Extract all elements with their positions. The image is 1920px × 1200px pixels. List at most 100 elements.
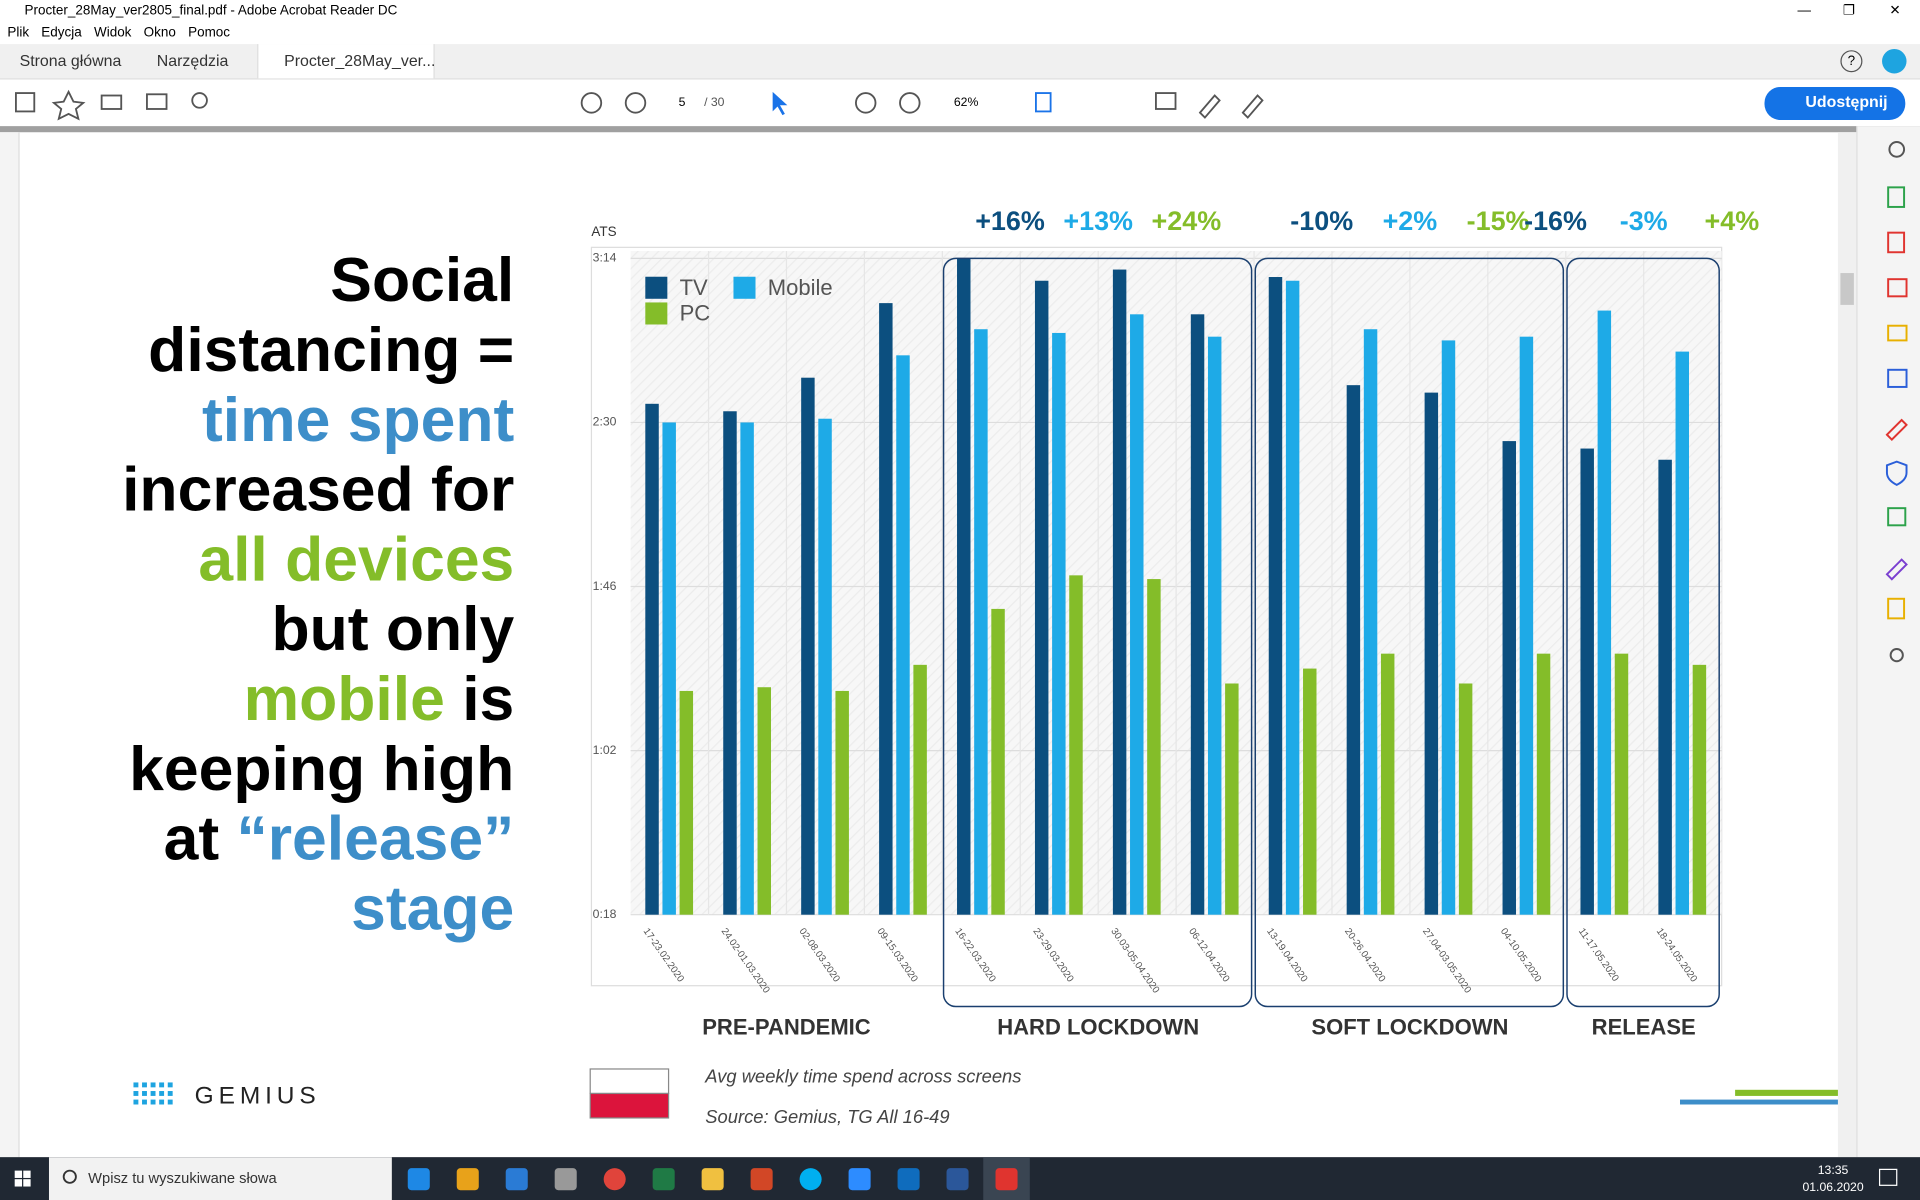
- highlight-icon[interactable]: [1198, 94, 1221, 119]
- bar: [1052, 332, 1066, 915]
- app-icon[interactable]: [701, 1168, 724, 1191]
- group-label: PRE-PANDEMIC: [702, 1014, 871, 1039]
- group-box: [942, 257, 1253, 1008]
- app-icon[interactable]: [946, 1168, 969, 1191]
- menu-item[interactable]: Edycja: [41, 25, 82, 41]
- logo-dot: [133, 1082, 139, 1088]
- app-icon[interactable]: [897, 1168, 920, 1191]
- search-icon[interactable]: [191, 92, 208, 109]
- close[interactable]: ✕: [1889, 3, 1901, 19]
- bar: [740, 422, 754, 915]
- bar: [1380, 653, 1395, 915]
- app-icon[interactable]: [652, 1168, 675, 1191]
- accent-blue: [1680, 1099, 1838, 1105]
- search-glyph: [62, 1169, 77, 1184]
- print-icon[interactable]: [100, 94, 123, 110]
- heading-line: stage: [55, 873, 514, 943]
- heading-line: Social: [55, 245, 514, 315]
- save-icon[interactable]: [15, 92, 36, 113]
- next-page[interactable]: [624, 92, 647, 114]
- taskbar-content: Wpisz tu wyszukiwane słowa 13:35 01.06.2…: [14, 1157, 1898, 1200]
- help-button[interactable]: ?: [1840, 50, 1863, 73]
- app-icon[interactable]: [603, 1168, 626, 1191]
- bar: [1597, 310, 1612, 915]
- flag-red: [589, 1092, 670, 1119]
- search-box[interactable]: [48, 1157, 392, 1200]
- y-tick-label: 1:46: [593, 579, 617, 593]
- logo-dot: [167, 1082, 173, 1088]
- prev-page[interactable]: [580, 92, 603, 114]
- minimize[interactable]: —: [1797, 3, 1812, 19]
- document-page: Social distancing = time spent increased fo…: [18, 132, 1838, 1157]
- mail-icon[interactable]: [146, 93, 168, 110]
- app-icon[interactable]: [407, 1168, 430, 1191]
- maximize[interactable]: ❐: [1842, 3, 1855, 19]
- tool-icon[interactable]: [1888, 141, 1906, 158]
- bar: [1424, 392, 1439, 915]
- y-tick-label: 0:18: [593, 907, 617, 921]
- bar: [991, 608, 1005, 915]
- bookmark-icon[interactable]: [51, 89, 86, 121]
- tool-icon[interactable]: [1887, 186, 1906, 208]
- zoom-level[interactable]: 62%: [954, 95, 979, 109]
- menu-bar: Plik Edycja Widok Okno Pomoc: [0, 22, 1920, 44]
- menu-item[interactable]: Plik: [7, 25, 30, 41]
- zoom-out[interactable]: [855, 92, 877, 114]
- menu-item[interactable]: Widok: [93, 25, 132, 41]
- tool-icon[interactable]: [1885, 558, 1908, 581]
- page-number[interactable]: 5: [679, 95, 686, 109]
- app-icon[interactable]: [750, 1168, 773, 1191]
- app-icon[interactable]: [848, 1168, 871, 1191]
- tool-icon[interactable]: [1885, 418, 1908, 441]
- share-button[interactable]: [1764, 86, 1906, 121]
- app-icon[interactable]: [554, 1168, 577, 1191]
- fit-icon[interactable]: [1035, 92, 1052, 113]
- tool-icon[interactable]: [1887, 368, 1908, 388]
- tab[interactable]: Strona główna: [19, 51, 122, 70]
- bar: [835, 690, 849, 915]
- tool-icon[interactable]: [1889, 648, 1904, 663]
- bar: [1536, 653, 1551, 915]
- bar: [1580, 448, 1594, 915]
- taskbar: Wpisz tu wyszukiwane słowa 13:35 01.06.2…: [0, 1157, 1920, 1200]
- heading-line: keeping high: [55, 733, 514, 803]
- logo: GEMIUS: [133, 1082, 316, 1110]
- logo-dot: [142, 1091, 147, 1096]
- app-icon[interactable]: [799, 1168, 822, 1191]
- page-total: / 30: [704, 95, 725, 109]
- select-tool[interactable]: [772, 91, 788, 116]
- sign-icon[interactable]: [1241, 94, 1264, 119]
- app-icon[interactable]: [456, 1168, 479, 1191]
- menu-item[interactable]: Pomoc: [188, 25, 231, 41]
- group-label: SOFT LOCKDOWN: [1311, 1014, 1508, 1039]
- logo-dot: [150, 1082, 156, 1088]
- tab-active[interactable]: Procter_28May_ver... ✕: [257, 44, 435, 104]
- notifications[interactable]: [1878, 1168, 1898, 1186]
- bar: [1034, 280, 1049, 915]
- app-icon: [995, 1168, 1018, 1191]
- comment-icon[interactable]: [1155, 92, 1177, 110]
- window-title: Procter_28May_ver2805_final.pdf - Adobe …: [24, 3, 398, 19]
- heading-line: mobile is: [55, 664, 515, 734]
- tool-icon[interactable]: [1887, 507, 1907, 527]
- scroll-thumb[interactable]: [1840, 273, 1854, 305]
- bar: [679, 690, 694, 915]
- group-box: [1254, 257, 1565, 1008]
- change-label: +24%: [1152, 206, 1222, 236]
- scrollbar[interactable]: [1837, 132, 1857, 1158]
- tool-icon[interactable]: [1885, 460, 1908, 486]
- tool-icon[interactable]: [1887, 231, 1906, 254]
- bar: [1190, 314, 1205, 915]
- bar: [757, 687, 771, 915]
- tab[interactable]: Narzędzia: [156, 51, 229, 70]
- menu-item[interactable]: Okno: [143, 25, 176, 41]
- app-icon[interactable]: [505, 1168, 528, 1191]
- tool-icon[interactable]: [1887, 324, 1908, 342]
- tool-icon[interactable]: [1887, 278, 1908, 298]
- account-button[interactable]: [1882, 48, 1907, 74]
- zoom-in[interactable]: [899, 92, 921, 114]
- tool-icon[interactable]: [1887, 597, 1906, 620]
- change-label: +16%: [975, 206, 1045, 236]
- clock-date: 01.06.2020: [1802, 1180, 1863, 1194]
- start-button[interactable]: [14, 1170, 31, 1187]
